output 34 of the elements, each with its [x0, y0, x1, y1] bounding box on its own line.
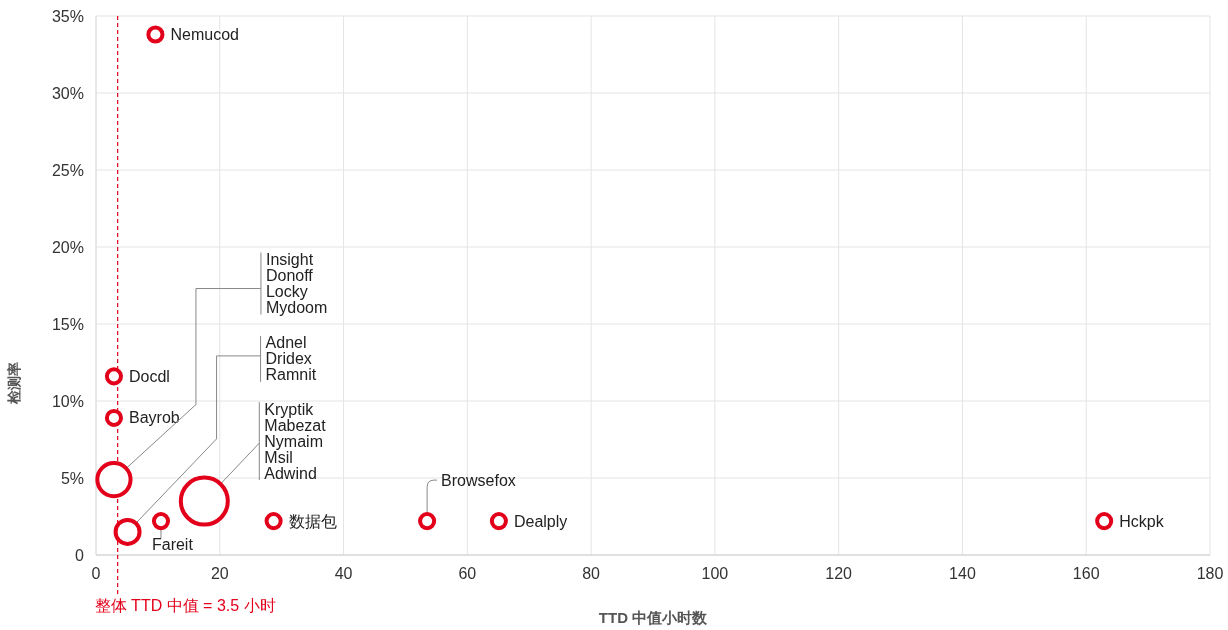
annotation: Dealply [513, 512, 568, 530]
annotation: Kryptik Mabezat Nymaim Msil Adwind [264, 400, 327, 482]
y-tick-label: 20% [51, 238, 84, 256]
y-tick-label: 5% [60, 469, 84, 487]
y-tick-label: 10% [51, 392, 84, 410]
x-tick-label: 0 [91, 564, 101, 582]
annotation: Fareit [152, 520, 193, 553]
y-tick-label: 25% [51, 161, 84, 179]
x-tick-label: 100 [701, 564, 729, 582]
annotation: Nemucod [170, 26, 239, 43]
annotation: Insight Donoff Locky Mydoom [265, 251, 328, 317]
annotation: Docdl [129, 367, 170, 385]
x-tick-label: 120 [825, 564, 853, 582]
y-tick-label: 15% [51, 315, 84, 333]
annotation: Hckpk [1119, 512, 1164, 530]
x-tick-label: 180 [1196, 564, 1224, 582]
y-axis-title: 检测率 [6, 362, 22, 405]
y-tick-label: 35% [51, 7, 84, 25]
annotation: Browsefox [426, 471, 516, 522]
x-tick-label: 160 [1072, 564, 1100, 582]
annotation: Browsefox [441, 471, 516, 489]
annotation: Fareit [151, 535, 194, 553]
x-tick-label: 20 [210, 564, 229, 582]
x-tick-label: 40 [334, 564, 353, 582]
x-tick-label: 140 [949, 564, 976, 582]
y-tick-label: 30% [51, 84, 84, 102]
x-axis-title: TTD 中值小时数 [598, 608, 709, 626]
annotation: 数据包 [288, 512, 337, 530]
annotation: Adnel Dridex Ramnit [265, 334, 317, 384]
ref-line-label: 整体 TTD 中值 = 3.5 小时 [94, 596, 276, 614]
x-tick-label: 80 [582, 564, 601, 582]
annotation: Bayrob [129, 409, 180, 427]
x-tick-label: 60 [458, 564, 477, 582]
y-tick-label: 0 [75, 546, 85, 564]
